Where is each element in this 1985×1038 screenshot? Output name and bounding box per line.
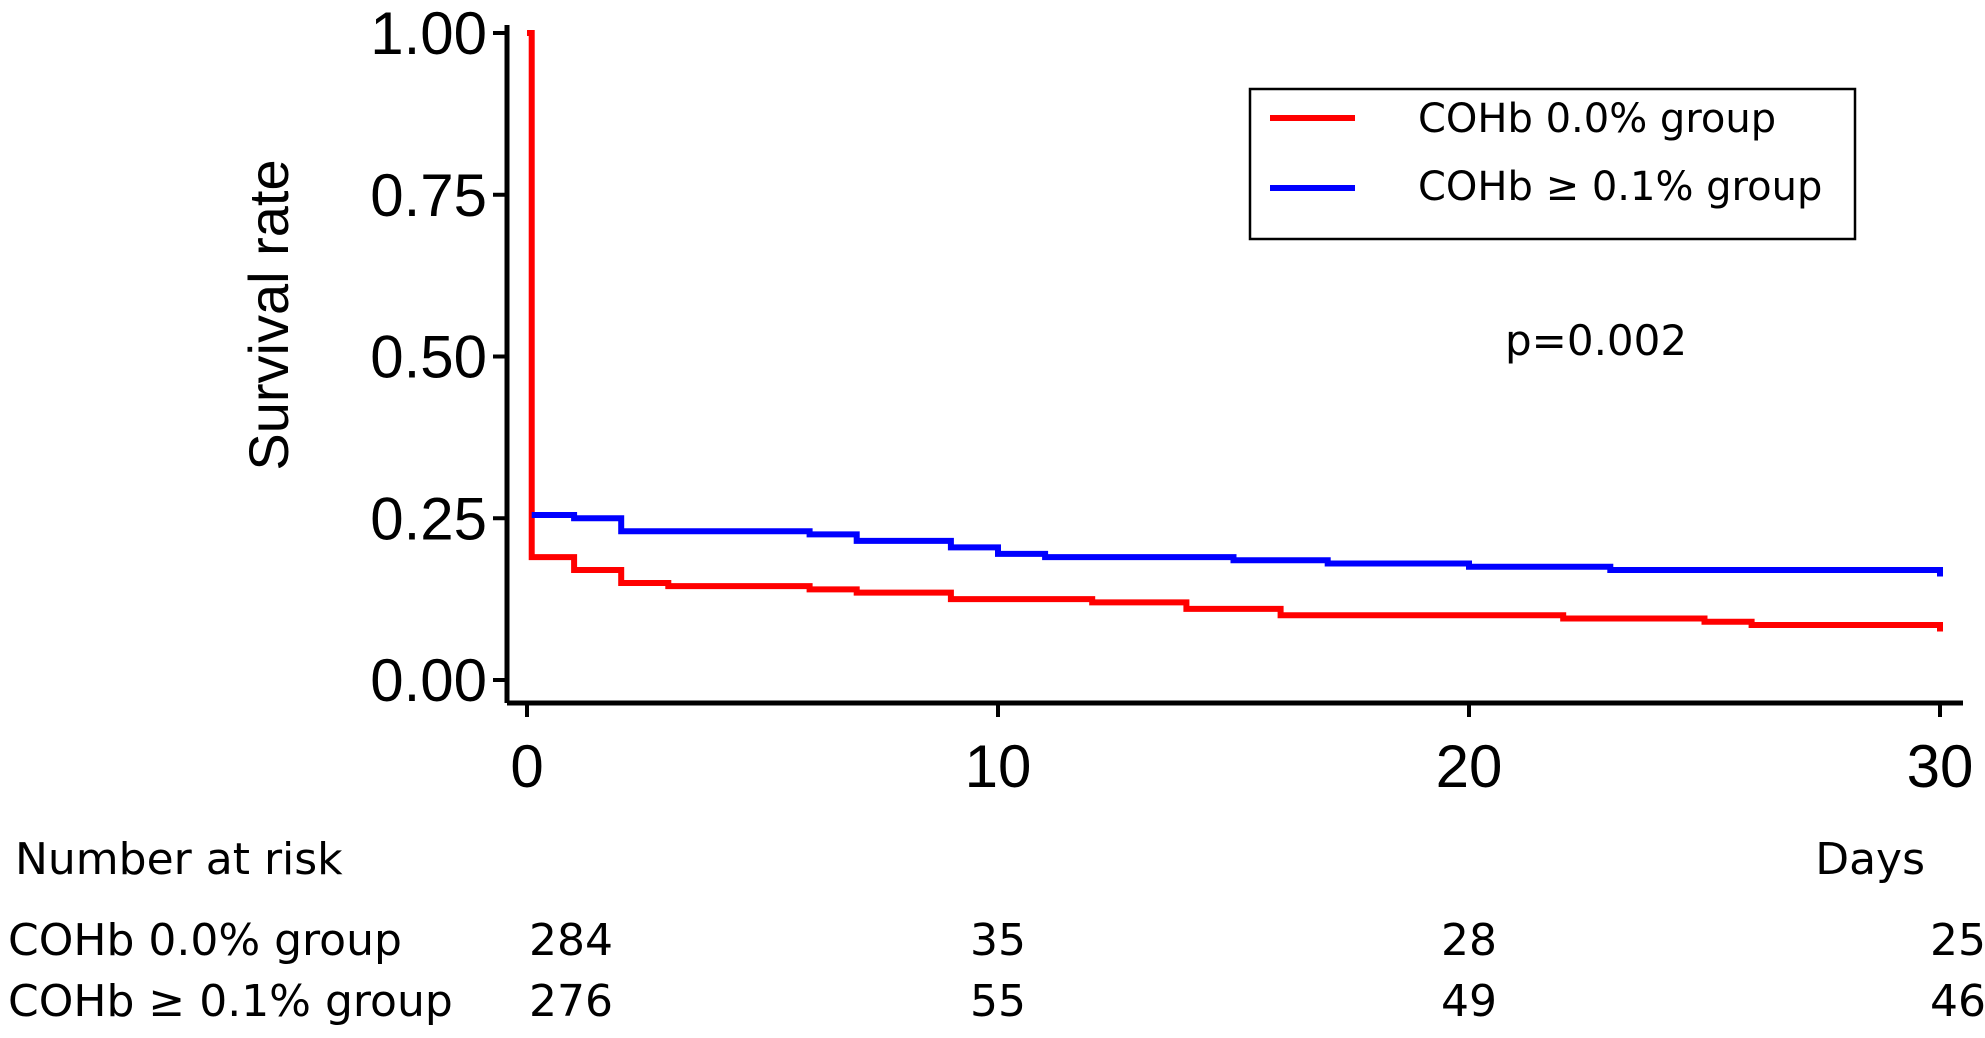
risk-value: 28 — [1441, 915, 1497, 966]
risk-values: 284 35 28 25 276 55 49 46 — [529, 915, 1985, 1027]
risk-value: 35 — [970, 915, 1026, 966]
risk-value: 46 — [1930, 976, 1985, 1027]
y-tick-label: 0.25 — [370, 485, 487, 552]
y-tick-label: 1.00 — [370, 0, 487, 67]
risk-value: 284 — [529, 915, 613, 966]
x-tick-label: 30 — [1907, 733, 1974, 800]
y-axis: 0.00 0.25 0.50 0.75 1.00 — [370, 0, 510, 714]
series-line-2 — [531, 512, 1943, 577]
risk-table: Number at risk Days COHb 0.0% group COHb… — [8, 834, 1985, 1027]
x-tick-label: 0 — [510, 733, 543, 800]
risk-row-label: COHb ≥ 0.1% group — [8, 976, 453, 1027]
risk-table-x-unit: Days — [1815, 834, 1925, 885]
plot-area — [527, 30, 1943, 632]
risk-value: 55 — [970, 976, 1026, 1027]
risk-value: 49 — [1441, 976, 1497, 1027]
risk-value: 25 — [1930, 915, 1985, 966]
y-tick-label: 0.50 — [370, 324, 487, 391]
risk-value: 276 — [529, 976, 613, 1027]
x-axis: 0 10 20 30 — [507, 700, 1974, 800]
legend-label-series-1: COHb 0.0% group — [1418, 96, 1776, 142]
risk-row-label: COHb 0.0% group — [8, 915, 402, 966]
legend: COHb 0.0% group COHb ≥ 0.1% group — [1248, 87, 1857, 241]
x-tick-label: 10 — [965, 733, 1032, 800]
legend-box — [1248, 87, 1857, 241]
x-tick-label: 20 — [1436, 733, 1503, 800]
p-value-annotation: p=0.002 — [1505, 316, 1687, 365]
y-tick-label: 0.75 — [370, 162, 487, 229]
risk-table-title: Number at risk — [15, 834, 343, 885]
y-tick-label: 0.00 — [370, 647, 487, 714]
series-line-1 — [527, 30, 1943, 632]
y-axis-title: Survival rate — [237, 159, 300, 470]
legend-label-series-2: COHb ≥ 0.1% group — [1418, 164, 1822, 210]
